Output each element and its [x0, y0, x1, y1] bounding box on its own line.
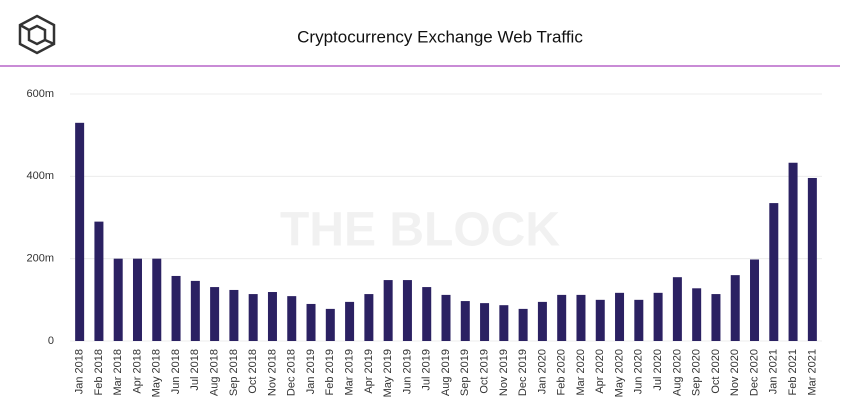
bar: [422, 287, 432, 341]
x-tick-label: Jan 2020: [536, 349, 548, 394]
bar: [383, 280, 393, 341]
x-tick-label: Feb 2020: [556, 349, 568, 395]
bar: [750, 259, 760, 341]
x-tick-label: Mar 2020: [575, 349, 587, 395]
bar: [711, 294, 721, 341]
x-tick-label: Sep 2019: [459, 349, 471, 396]
x-tick-label: Oct 2019: [478, 349, 490, 394]
bar: [692, 288, 702, 341]
logo: [18, 14, 56, 55]
x-tick-label: Dec 2020: [748, 349, 760, 396]
bar: [325, 308, 335, 341]
x-tick-label: Jul 2019: [421, 349, 433, 391]
x-tick-label: Feb 2021: [787, 349, 799, 395]
bar: [345, 301, 355, 341]
bar: [306, 303, 316, 341]
bar: [113, 258, 123, 341]
bar: [576, 294, 586, 341]
x-tick-label: Apr 2020: [594, 349, 606, 394]
x-tick-label: Aug 2019: [440, 349, 452, 396]
bar: [364, 294, 374, 341]
bar: [287, 296, 297, 341]
x-tick-label: Jun 2019: [401, 349, 413, 394]
bar: [769, 203, 779, 341]
bar: [595, 299, 605, 341]
bar: [248, 294, 258, 341]
x-tick-label: Mar 2021: [806, 349, 818, 395]
x-tick-label: Nov 2018: [266, 349, 278, 396]
bar: [807, 177, 817, 341]
bar: [615, 292, 625, 341]
x-tick-label: Aug 2018: [209, 349, 221, 396]
x-tick-label: Mar 2019: [343, 349, 355, 395]
y-tick-label: 600m: [26, 88, 54, 100]
bar: [653, 292, 663, 341]
bar: [190, 280, 200, 341]
bar: [518, 308, 528, 341]
x-tick-label: Sep 2018: [228, 349, 240, 396]
x-tick-label: Jul 2018: [189, 349, 201, 391]
bar: [557, 294, 567, 341]
bar: [402, 280, 412, 341]
bar: [788, 162, 798, 341]
y-tick-label: 200m: [26, 253, 54, 265]
bar: [229, 289, 239, 341]
bar: [730, 275, 740, 341]
x-tick-label: Sep 2020: [691, 349, 703, 396]
x-tick-label: May 2020: [613, 349, 625, 397]
bar: [480, 303, 490, 341]
x-tick-label: Jun 2018: [170, 349, 182, 394]
bar: [634, 299, 644, 341]
bar: [75, 122, 85, 341]
bar: [499, 305, 509, 341]
bar: [267, 292, 277, 341]
bar: [152, 258, 162, 341]
x-tick-label: Jan 2019: [305, 349, 317, 394]
bar: [672, 277, 682, 341]
bar: [132, 258, 142, 341]
bar: [94, 221, 104, 341]
x-tick-label: Mar 2018: [112, 349, 124, 395]
y-tick-label: 0: [48, 335, 54, 347]
x-tick-label: Feb 2019: [324, 349, 336, 395]
x-tick-label: May 2018: [151, 349, 163, 397]
y-tick-label: 400m: [26, 170, 54, 182]
x-tick-label: Oct 2018: [247, 349, 259, 394]
bar: [441, 294, 451, 341]
x-tick-label: Nov 2020: [729, 349, 741, 396]
x-tick-label: Jun 2020: [633, 349, 645, 394]
x-tick-label: May 2019: [382, 349, 394, 397]
x-tick-label: Feb 2018: [93, 349, 105, 395]
x-tick-label: Jan 2018: [74, 349, 86, 394]
bar: [171, 275, 181, 341]
x-tick-label: Apr 2019: [363, 349, 375, 394]
x-tick-label: Aug 2020: [671, 349, 683, 396]
bar: [210, 287, 220, 341]
x-tick-label: Apr 2018: [131, 349, 143, 394]
x-tick-label: Nov 2019: [498, 349, 510, 396]
bar: [537, 301, 547, 341]
x-tick-label: Jul 2020: [652, 349, 664, 391]
chart-title: Cryptocurrency Exchange Web Traffic: [297, 27, 583, 46]
bar: [460, 301, 470, 341]
watermark: THE BLOCK: [280, 204, 560, 257]
x-tick-label: Dec 2018: [286, 349, 298, 396]
x-tick-label: Jan 2021: [768, 349, 780, 394]
x-tick-label: Dec 2019: [517, 349, 529, 396]
x-tick-label: Oct 2020: [710, 349, 722, 394]
